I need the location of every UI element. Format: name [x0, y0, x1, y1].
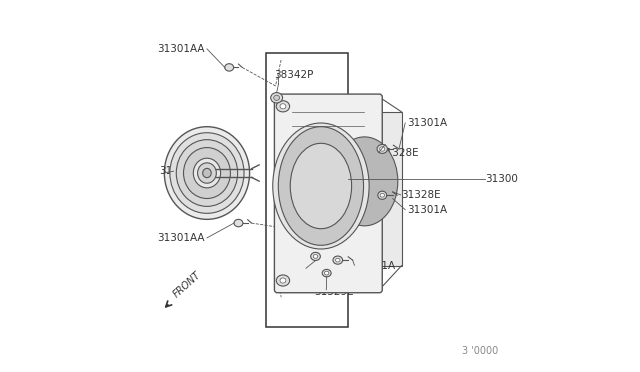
Text: 31301A: 31301A: [355, 261, 396, 271]
Ellipse shape: [193, 158, 221, 188]
Ellipse shape: [331, 137, 398, 226]
Text: 38342P: 38342P: [274, 70, 313, 80]
Ellipse shape: [333, 256, 342, 264]
Ellipse shape: [377, 144, 387, 153]
Ellipse shape: [335, 258, 340, 262]
Ellipse shape: [276, 275, 290, 286]
Ellipse shape: [380, 193, 385, 197]
Ellipse shape: [290, 143, 351, 229]
Text: 31300: 31300: [485, 174, 518, 184]
Ellipse shape: [311, 252, 321, 260]
Ellipse shape: [198, 163, 216, 183]
Text: 31329E: 31329E: [314, 286, 354, 296]
Ellipse shape: [271, 93, 283, 103]
Ellipse shape: [278, 127, 364, 245]
Text: 31301AA: 31301AA: [157, 233, 205, 243]
Ellipse shape: [280, 278, 286, 283]
Ellipse shape: [234, 219, 243, 227]
Ellipse shape: [276, 101, 290, 112]
Text: 31301AA: 31301AA: [157, 44, 205, 54]
Ellipse shape: [324, 271, 329, 275]
Ellipse shape: [380, 147, 385, 151]
Text: 31328: 31328: [298, 264, 331, 275]
Ellipse shape: [280, 104, 286, 109]
Ellipse shape: [378, 191, 387, 199]
Ellipse shape: [170, 133, 244, 213]
FancyBboxPatch shape: [275, 94, 382, 293]
Ellipse shape: [184, 148, 230, 199]
Ellipse shape: [274, 95, 280, 100]
Text: 31301A: 31301A: [407, 205, 447, 215]
Bar: [266, 52, 348, 327]
Text: 31328E: 31328E: [401, 190, 441, 200]
Text: 31301A: 31301A: [407, 118, 447, 128]
Text: 31100: 31100: [159, 166, 191, 176]
Ellipse shape: [322, 269, 331, 277]
Polygon shape: [320, 112, 401, 266]
Ellipse shape: [176, 140, 237, 206]
Ellipse shape: [225, 64, 234, 71]
Ellipse shape: [273, 123, 369, 249]
Ellipse shape: [314, 254, 318, 258]
Ellipse shape: [203, 169, 211, 178]
Text: FRONT: FRONT: [172, 269, 203, 299]
Text: 3 '0000: 3 '0000: [461, 346, 498, 356]
Text: 31328E: 31328E: [380, 148, 419, 158]
Ellipse shape: [164, 127, 250, 219]
